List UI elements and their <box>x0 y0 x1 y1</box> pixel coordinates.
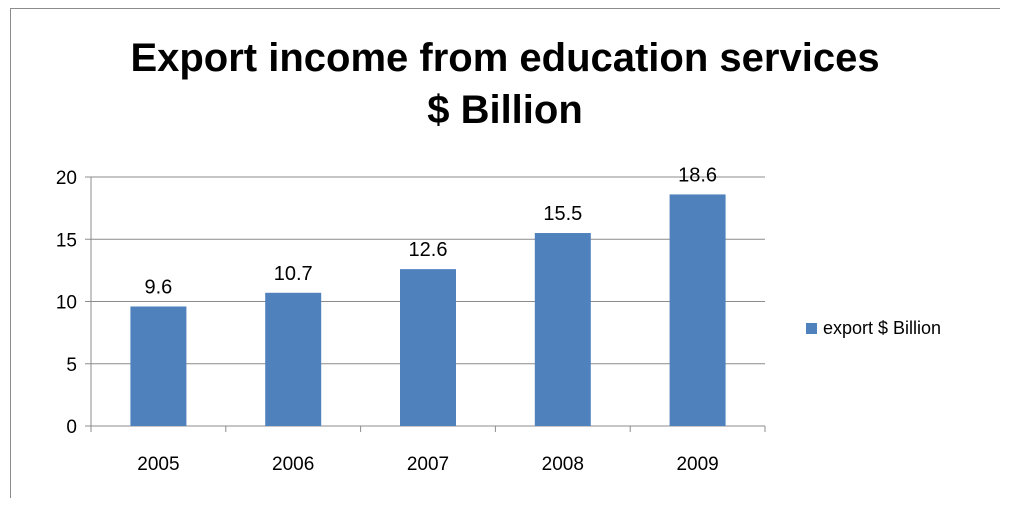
legend: export $ Billion <box>806 318 941 339</box>
bar <box>400 269 456 426</box>
x-tick-label: 2008 <box>542 454 584 475</box>
bar <box>534 233 591 426</box>
chart-title: Export income from education services $ … <box>0 32 1010 136</box>
chart-title-line2: $ Billion <box>427 88 583 132</box>
bar <box>265 292 322 426</box>
bar <box>130 306 187 426</box>
y-tick-label: 20 <box>56 168 77 189</box>
y-tick-label: 0 <box>66 417 77 438</box>
x-tick-label: 2009 <box>676 454 718 475</box>
x-tick-label: 2007 <box>407 454 449 475</box>
y-tick-label: 10 <box>56 293 77 314</box>
y-tick-label: 5 <box>66 355 77 376</box>
legend-swatch <box>806 323 817 334</box>
chart-frame <box>10 8 1000 498</box>
y-tick-label: 15 <box>56 230 77 251</box>
x-tick-label: 2006 <box>272 454 314 475</box>
data-label: 18.6 <box>678 164 717 186</box>
chart-title-line1: Export income from education services <box>130 36 880 80</box>
data-label: 10.7 <box>274 263 313 285</box>
data-label: 12.6 <box>409 239 448 261</box>
bar <box>669 194 726 426</box>
legend-label: export $ Billion <box>823 318 942 338</box>
data-label: 9.6 <box>144 276 172 298</box>
x-tick-label: 2005 <box>137 454 179 475</box>
data-label: 15.5 <box>543 203 582 225</box>
